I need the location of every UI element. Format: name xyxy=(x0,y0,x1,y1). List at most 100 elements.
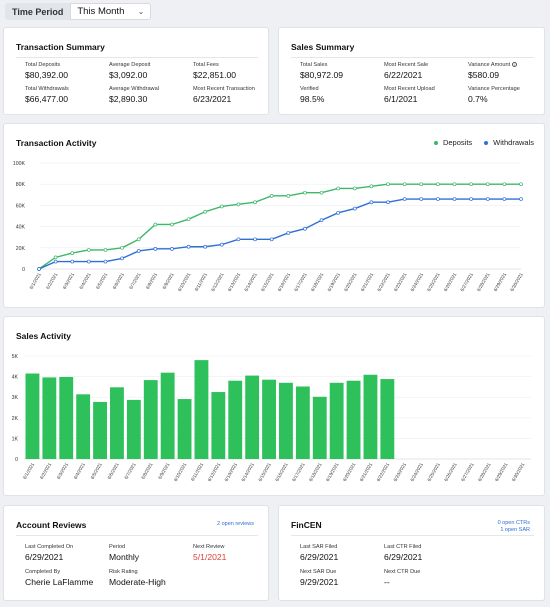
data-point-deposits[interactable] xyxy=(286,194,291,198)
y-tick-label: 1K xyxy=(12,436,19,442)
data-point-withdrawals[interactable] xyxy=(303,226,307,231)
legend-item-deposits[interactable]: Deposits xyxy=(433,138,472,147)
x-tick-label: 6/3/2021 xyxy=(62,272,75,290)
data-point-withdrawals[interactable] xyxy=(37,267,41,271)
stat-last-ctr-filed: Last CTR Filed 6/29/2021 xyxy=(384,544,423,562)
data-point-withdrawals[interactable] xyxy=(469,197,473,201)
data-point-deposits[interactable] xyxy=(70,251,75,255)
bar[interactable] xyxy=(346,380,361,459)
data-point-withdrawals[interactable] xyxy=(336,210,341,215)
data-point-deposits[interactable] xyxy=(519,182,523,187)
bar[interactable] xyxy=(42,377,57,459)
chevron-down-icon: ⌄ xyxy=(137,7,145,16)
data-point-deposits[interactable] xyxy=(219,204,224,209)
data-point-withdrawals[interactable] xyxy=(402,197,407,201)
data-point-deposits[interactable] xyxy=(336,186,341,191)
data-point-withdrawals[interactable] xyxy=(70,259,75,264)
data-point-deposits[interactable] xyxy=(203,209,208,214)
data-point-deposits[interactable] xyxy=(452,182,457,187)
data-point-deposits[interactable] xyxy=(386,182,390,187)
info-icon[interactable]: i xyxy=(512,62,518,67)
data-point-withdrawals[interactable] xyxy=(419,197,424,201)
bar[interactable] xyxy=(194,360,209,459)
x-tick-label: 6/24/2021 xyxy=(410,272,425,293)
data-point-deposits[interactable] xyxy=(253,200,257,205)
fincen-card: FinCEN 0 open CTRs 1 open SAR Last SAR F… xyxy=(278,505,545,601)
data-point-deposits[interactable] xyxy=(120,245,124,250)
bar[interactable] xyxy=(262,379,276,459)
data-point-deposits[interactable] xyxy=(170,222,174,227)
data-point-withdrawals[interactable] xyxy=(319,218,324,223)
data-point-deposits[interactable] xyxy=(419,182,424,187)
x-tick-label: 6/2/2021 xyxy=(45,272,58,290)
data-point-deposits[interactable] xyxy=(402,182,407,187)
bar[interactable] xyxy=(380,379,395,459)
time-period-select[interactable]: This Month ⌄ xyxy=(70,3,152,20)
bar[interactable] xyxy=(228,380,243,459)
y-tick-label: 40K xyxy=(16,225,26,231)
bar[interactable] xyxy=(160,372,175,459)
bar[interactable] xyxy=(295,386,310,459)
data-point-withdrawals[interactable] xyxy=(386,200,390,205)
data-point-deposits[interactable] xyxy=(352,186,357,191)
bar[interactable] xyxy=(110,387,124,459)
data-point-withdrawals[interactable] xyxy=(53,259,58,264)
bar[interactable] xyxy=(126,399,141,459)
data-point-withdrawals[interactable] xyxy=(153,247,158,251)
data-point-withdrawals[interactable] xyxy=(436,197,440,201)
stat-most-recent-sale: Most Recent Sale 6/22/2021 xyxy=(384,62,429,80)
data-point-deposits[interactable] xyxy=(369,184,374,189)
bar[interactable] xyxy=(363,374,378,459)
bar[interactable] xyxy=(25,373,40,459)
data-point-deposits[interactable] xyxy=(469,182,473,187)
data-point-withdrawals[interactable] xyxy=(103,259,108,264)
y-tick-label: 5K xyxy=(12,354,19,360)
data-point-deposits[interactable] xyxy=(87,248,91,252)
open-reviews-link[interactable]: 2 open reviews xyxy=(217,521,254,527)
x-tick-label: 6/22/2021 xyxy=(376,462,391,483)
data-point-deposits[interactable] xyxy=(136,237,141,242)
data-point-deposits[interactable] xyxy=(303,190,307,195)
data-point-withdrawals[interactable] xyxy=(253,237,257,242)
bar[interactable] xyxy=(76,394,91,459)
data-point-withdrawals[interactable] xyxy=(369,200,374,205)
data-point-deposits[interactable] xyxy=(186,217,191,222)
bar[interactable] xyxy=(177,399,192,459)
data-point-withdrawals[interactable] xyxy=(286,231,291,235)
bar[interactable] xyxy=(59,377,74,459)
bar[interactable] xyxy=(312,396,327,459)
data-point-withdrawals[interactable] xyxy=(502,197,507,201)
data-point-deposits[interactable] xyxy=(485,182,490,187)
data-point-withdrawals[interactable] xyxy=(87,259,91,264)
bar[interactable] xyxy=(143,380,158,459)
data-point-deposits[interactable] xyxy=(236,202,241,207)
data-point-deposits[interactable] xyxy=(53,255,58,260)
data-point-withdrawals[interactable] xyxy=(219,242,224,247)
data-point-withdrawals[interactable] xyxy=(120,256,124,261)
x-tick-label: 6/12/2021 xyxy=(210,272,225,293)
data-point-deposits[interactable] xyxy=(269,194,274,198)
legend-item-withdrawals[interactable]: Withdrawals xyxy=(484,138,534,147)
bar[interactable] xyxy=(279,382,293,459)
data-point-deposits[interactable] xyxy=(436,182,440,187)
data-point-withdrawals[interactable] xyxy=(186,244,191,249)
open-ctrs-link[interactable]: 0 open CTRs xyxy=(497,520,530,526)
open-sar-link[interactable]: 1 open SAR xyxy=(500,527,530,533)
data-point-withdrawals[interactable] xyxy=(269,237,274,242)
data-point-withdrawals[interactable] xyxy=(203,244,208,249)
data-point-withdrawals[interactable] xyxy=(352,206,357,211)
data-point-withdrawals[interactable] xyxy=(519,197,523,201)
data-point-withdrawals[interactable] xyxy=(170,247,174,251)
data-point-deposits[interactable] xyxy=(319,190,324,195)
data-point-withdrawals[interactable] xyxy=(136,249,141,253)
data-point-withdrawals[interactable] xyxy=(452,197,457,201)
bar[interactable] xyxy=(211,392,226,459)
data-point-deposits[interactable] xyxy=(153,222,158,227)
bar[interactable] xyxy=(329,382,344,459)
bar[interactable] xyxy=(245,375,260,459)
bar[interactable] xyxy=(93,401,107,459)
data-point-deposits[interactable] xyxy=(103,248,108,252)
data-point-deposits[interactable] xyxy=(502,182,507,187)
data-point-withdrawals[interactable] xyxy=(236,237,241,242)
data-point-withdrawals[interactable] xyxy=(485,197,490,201)
